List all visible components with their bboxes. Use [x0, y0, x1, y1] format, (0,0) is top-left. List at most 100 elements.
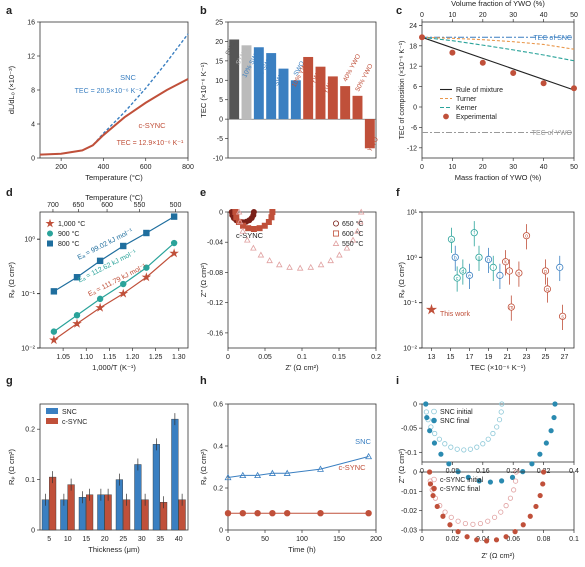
y-axis-label: TEC (×10⁻⁶ K⁻¹): [199, 62, 208, 118]
y-tick-label: -12: [407, 145, 417, 152]
data-point: [556, 263, 564, 271]
data-point: [491, 514, 498, 520]
data-point: [250, 244, 257, 251]
data-point: [505, 267, 513, 275]
legend-label: c-SYNC initial: [440, 477, 484, 484]
data-point: [327, 257, 334, 264]
x-axis-label: 1,000/T (K⁻¹): [92, 363, 136, 372]
data-point: [349, 236, 357, 243]
x-axis-label: Mass fraction of YWO (%): [455, 173, 542, 182]
x-tick-label: 30: [509, 164, 517, 171]
y-tick-label: -0.03: [401, 528, 417, 535]
y-axis-label: TEC of composition (×10⁻⁶ K⁻¹): [399, 41, 406, 140]
x-tick-label: 0.4: [569, 468, 579, 475]
x-tick-label: 0: [420, 12, 424, 19]
plot-frame-d: [39, 211, 189, 349]
data-point: [296, 264, 304, 271]
data-point: [317, 261, 325, 268]
x-tick-label: 50: [570, 164, 578, 171]
data-point: [343, 244, 351, 251]
legend-label: This work: [440, 311, 470, 318]
y-tick-label: -0.01: [401, 489, 417, 496]
data-point: [485, 518, 491, 524]
bar-30% SWO: [266, 53, 277, 120]
y-tick-label: 10: [215, 78, 223, 85]
data-point: [73, 274, 81, 281]
y-tick-label: 0: [31, 528, 35, 535]
bar-50% YWO: [352, 95, 363, 120]
data-point: [243, 236, 251, 243]
y-tick-label: 16: [27, 20, 35, 27]
data-point: [432, 430, 438, 437]
data-point: [440, 513, 446, 519]
point-label: d: [461, 269, 464, 275]
x-tick-label: 800: [182, 164, 194, 171]
data-point: [418, 34, 425, 41]
x-tick-label: 0: [420, 536, 424, 543]
bar-YWO: [364, 119, 375, 149]
y-tick-label: 0: [219, 210, 223, 217]
bar-c-SYNC: [49, 476, 57, 531]
data-point: [462, 520, 468, 527]
x-tick-label: 0: [226, 354, 230, 361]
data-point: [427, 428, 433, 434]
x-tick-label: 30: [509, 12, 517, 19]
y-tick-label: 0.2: [213, 486, 223, 493]
y-tick-label: 10⁻²: [21, 346, 35, 353]
data-point: [537, 451, 543, 457]
x-axis-label: TEC (×10⁻⁶ K⁻¹): [470, 363, 526, 372]
data-point: [498, 409, 504, 415]
y-tick-label: 0: [413, 470, 417, 477]
y-tick-label: 10⁰: [24, 236, 35, 244]
data-point: [236, 218, 244, 225]
x-tick-label: 0.16: [476, 468, 490, 475]
bar-label: 50% YWO: [354, 63, 374, 93]
data-point: [454, 446, 460, 452]
x-tick-label: 15: [447, 354, 455, 361]
y-tick-label: 0: [413, 105, 417, 112]
x-tick-label: 20: [101, 536, 109, 543]
data-point: [483, 538, 490, 544]
y-tick-label: 0: [413, 402, 417, 409]
data-point: [484, 255, 493, 264]
legend-label: SNC initial: [440, 409, 473, 416]
data-point: [485, 436, 491, 442]
data-point: [548, 428, 554, 434]
data-point: [96, 257, 104, 265]
y-tick-label: 10⁻¹: [21, 291, 35, 298]
x-axis-label: Z′ (Ω cm²): [481, 551, 515, 560]
x-tick-label: 0.02: [446, 536, 460, 543]
legend-label: c-SYNC final: [440, 486, 481, 493]
y-tick-label: -0.16: [207, 330, 223, 337]
data-point: [254, 471, 262, 479]
point-label: n: [518, 271, 521, 277]
data-point: [447, 522, 453, 528]
x-tick-label: 150: [333, 536, 345, 543]
data-point: [72, 318, 82, 328]
data-point: [474, 537, 480, 543]
series-line-800 °C: [53, 216, 175, 292]
data-point: [480, 441, 486, 447]
data-point: [261, 222, 268, 229]
x-tick-label: 0: [420, 164, 424, 171]
x-tick-label: 30: [138, 536, 146, 543]
data-point: [527, 513, 533, 519]
y-tick-label: 10⁻²: [403, 346, 417, 353]
data-point: [470, 521, 476, 527]
y-tick-label: -0.02: [401, 508, 417, 515]
legend-marker: [443, 113, 449, 120]
data-point: [476, 478, 482, 484]
point-label: b: [454, 255, 457, 261]
bar-50% SWO: [278, 68, 289, 120]
y-tick-label: -10: [213, 156, 223, 163]
data-point: [269, 510, 276, 517]
data-point: [513, 469, 519, 475]
x-tick-label: 23: [523, 354, 531, 361]
data-point: [141, 272, 152, 282]
point-label: i: [493, 265, 494, 271]
x-tick-label: 0.15: [332, 354, 346, 361]
plot-frame-i2: [421, 471, 575, 531]
bar-SYNC: [241, 45, 252, 120]
data-point: [245, 225, 252, 232]
legend-marker: [431, 408, 437, 415]
